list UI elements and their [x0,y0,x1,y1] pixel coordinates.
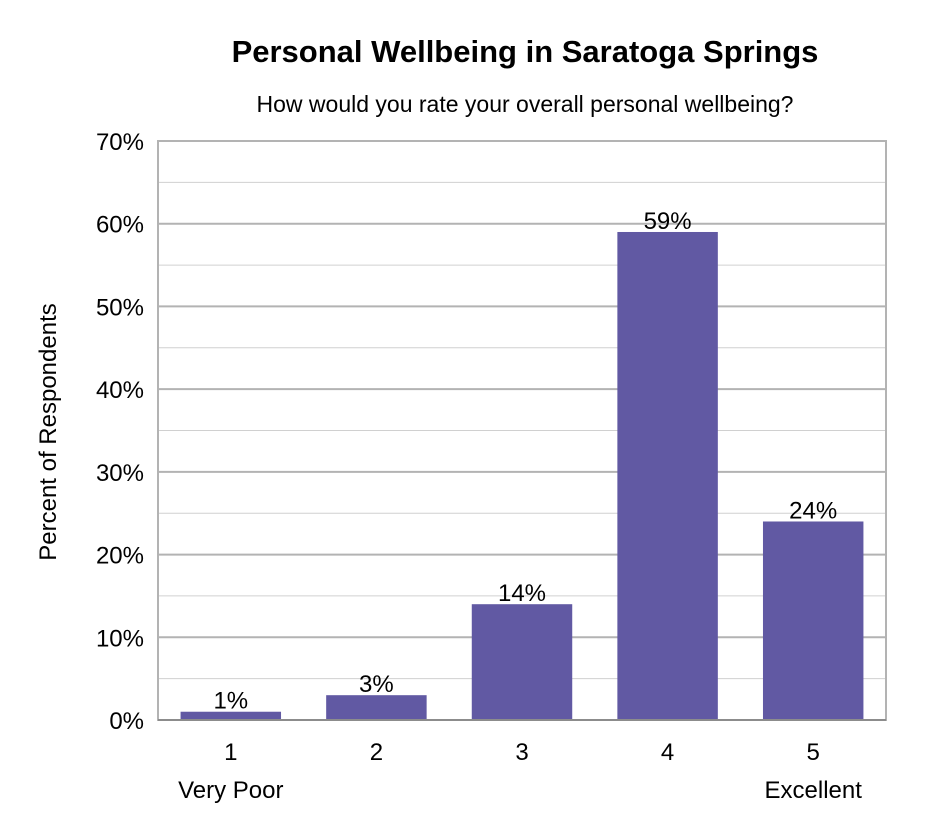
x-tick-label: 5 [807,739,820,766]
bar [617,231,718,720]
bar [762,521,864,720]
x-tick-sublabel: Very Poor [178,777,283,804]
y-tick-label: 40% [96,377,144,404]
y-tick-label: 10% [96,625,144,652]
data-label: 3% [359,671,394,698]
x-tick-sublabel: Excellent [765,777,863,804]
data-label: 1% [213,688,248,715]
x-tick-label: 2 [370,739,383,766]
y-axis-label: Percent of Respondents [35,303,62,561]
y-tick-label: 30% [96,460,144,487]
bar [471,604,573,720]
x-tick-label: 3 [515,739,528,766]
y-tick-label: 60% [96,212,144,239]
bar [326,695,427,720]
data-label: 14% [498,580,546,607]
y-tick-label: 20% [96,543,144,570]
y-tick-label: 70% [96,129,144,156]
y-tick-label: 50% [96,294,144,321]
plot-area: 0% 10% 20% 30% 40% 50% 60% 70% 1% 1 Very Poor 3% 2 14… [96,129,887,804]
data-label: 59% [644,208,692,235]
x-tick-label: 4 [661,739,674,766]
chart-subtitle: How would you rate your overall personal… [257,91,794,117]
x-tick-label: 1 [224,739,237,766]
chart-title: Personal Wellbeing in Saratoga Springs [232,34,819,69]
bar [180,711,282,720]
data-label: 24% [789,497,837,524]
y-tick-label: 0% [109,708,144,735]
